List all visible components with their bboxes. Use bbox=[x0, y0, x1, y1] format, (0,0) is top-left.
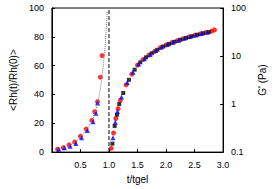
svg-text:80: 80 bbox=[34, 32, 44, 42]
svg-text:2.5: 2.5 bbox=[188, 160, 201, 170]
svg-text:t/tgel: t/tgel bbox=[127, 174, 149, 185]
svg-text:<Rh(t)/Rh(0)>: <Rh(t)/Rh(0)> bbox=[8, 49, 19, 111]
svg-text:1.5: 1.5 bbox=[131, 160, 144, 170]
svg-text:10: 10 bbox=[231, 51, 241, 61]
svg-text:2.0: 2.0 bbox=[160, 160, 173, 170]
svg-text:0.1: 0.1 bbox=[231, 147, 244, 157]
svg-text:1: 1 bbox=[231, 99, 236, 109]
svg-text:G' (Pa): G' (Pa) bbox=[257, 64, 268, 95]
svg-text:1.0: 1.0 bbox=[103, 160, 116, 170]
svg-text:40: 40 bbox=[34, 89, 44, 99]
svg-text:100: 100 bbox=[231, 3, 246, 13]
svg-text:60: 60 bbox=[34, 61, 44, 71]
svg-text:100: 100 bbox=[29, 3, 44, 13]
svg-text:0: 0 bbox=[39, 147, 44, 157]
svg-text:0.5: 0.5 bbox=[74, 160, 87, 170]
svg-text:20: 20 bbox=[34, 118, 44, 128]
svg-text:3.0: 3.0 bbox=[217, 160, 230, 170]
